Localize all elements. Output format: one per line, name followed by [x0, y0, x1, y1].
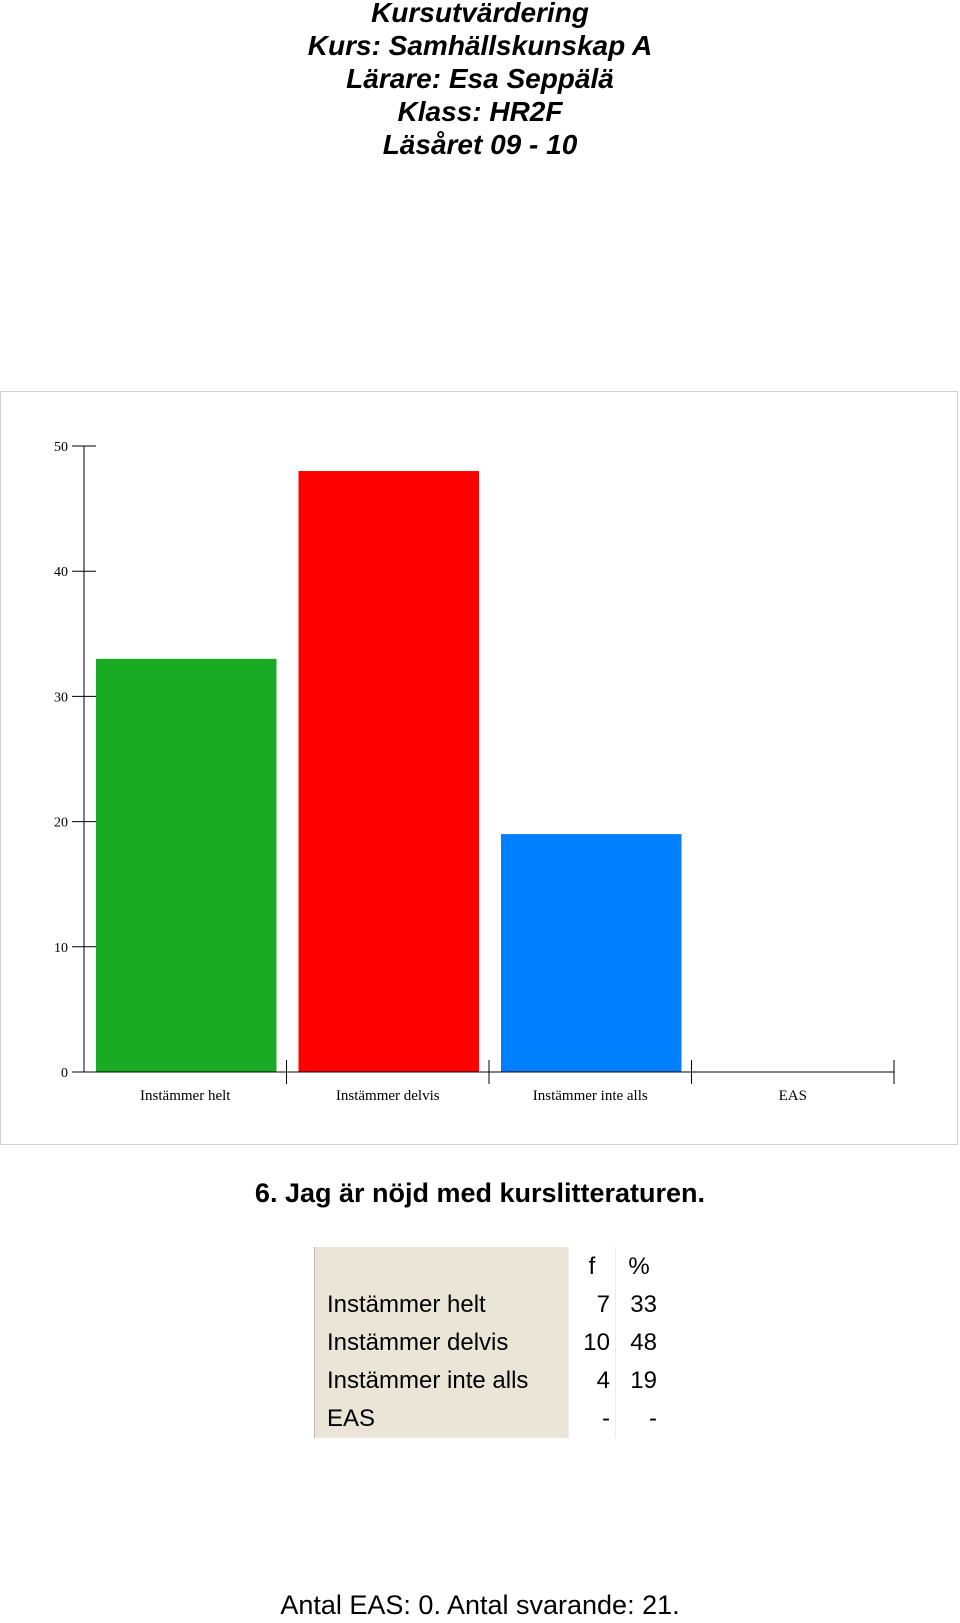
bar-2: [298, 471, 479, 1072]
school-year: Läsåret 09 - 10: [382, 129, 578, 160]
category-label: Instämmer helt: [140, 1088, 231, 1104]
table-header-blank: [315, 1247, 568, 1286]
y-tick-label: 10: [54, 941, 68, 956]
category-label: Instämmer delvis: [336, 1088, 440, 1104]
table-row: EAS - -: [315, 1400, 662, 1438]
category-label: Instämmer inte alls: [533, 1088, 648, 1104]
row-label: Instämmer helt: [315, 1286, 568, 1324]
column-header-f: f: [568, 1247, 615, 1286]
y-tick-label: 40: [54, 565, 68, 580]
row-frequency: 10: [568, 1324, 615, 1362]
report-title: Kursutvärdering: [371, 0, 589, 28]
row-percent: 33: [615, 1286, 662, 1324]
category-label: EAS: [779, 1088, 807, 1104]
bar-chart-frame: 0 10 20 30 40 50 Instämmer helt Instämmer delvi…: [0, 391, 958, 1145]
class-name: Klass: HR2F: [397, 96, 563, 127]
row-percent: -: [615, 1400, 662, 1438]
table-row: Instämmer delvis 10 48: [315, 1324, 662, 1362]
report-header: Kursutvärdering Kurs: Samhällskunskap A …: [0, 0, 960, 161]
row-frequency: 7: [568, 1286, 615, 1324]
course-name: Kurs: Samhällskunskap A: [307, 30, 653, 61]
bar-chart: 0 10 20 30 40 50 Instämmer helt Instämmer delvi…: [54, 440, 895, 1104]
row-label: Instämmer inte alls: [315, 1362, 568, 1400]
row-percent: 48: [615, 1324, 662, 1362]
row-frequency: 4: [568, 1362, 615, 1400]
frequency-table: f % Instämmer helt 7 33 Instämmer delvis…: [314, 1247, 662, 1438]
row-frequency: -: [568, 1400, 615, 1438]
row-label: Instämmer delvis: [315, 1324, 568, 1362]
response-summary: Antal EAS: 0. Antal svarande: 21.: [280, 1590, 680, 1620]
y-tick-label: 0: [61, 1066, 68, 1081]
row-label: EAS: [315, 1400, 568, 1438]
row-percent: 19: [615, 1362, 662, 1400]
y-tick-label: 50: [54, 440, 68, 455]
column-header-percent: %: [615, 1247, 662, 1286]
question-title: 6. Jag är nöjd med kurslitteraturen.: [254, 1178, 706, 1208]
y-tick-label: 30: [54, 690, 68, 705]
teacher-name: Lärare: Esa Seppälä: [346, 63, 614, 94]
bar-1: [96, 658, 277, 1072]
table-header-row: f %: [315, 1247, 662, 1286]
y-tick-label: 20: [54, 816, 68, 831]
table-row: Instämmer inte alls 4 19: [315, 1362, 662, 1400]
table-row: Instämmer helt 7 33: [315, 1286, 662, 1324]
bar-3: [501, 834, 682, 1072]
